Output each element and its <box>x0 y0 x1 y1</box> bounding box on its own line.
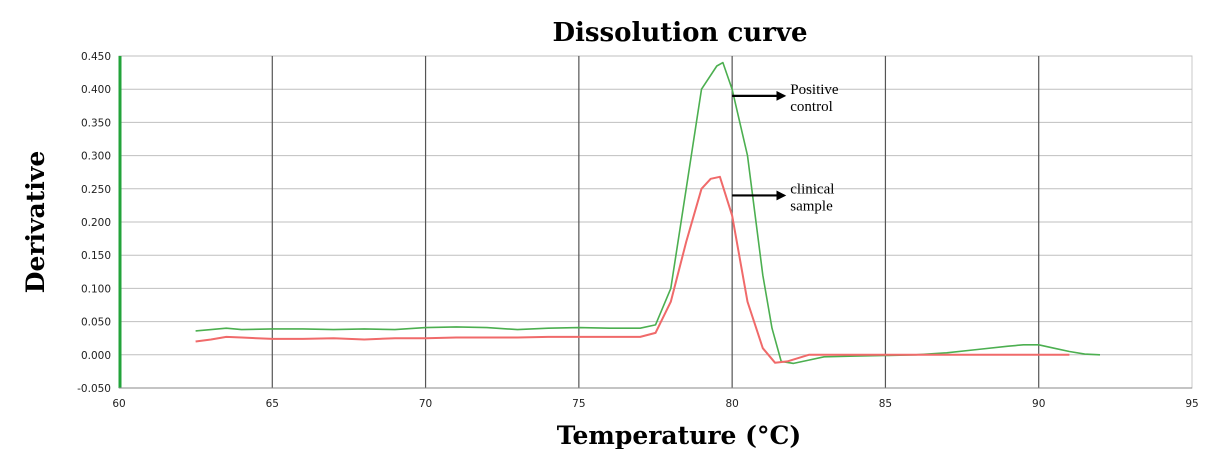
y-tick-label: -0.050 <box>77 383 111 395</box>
x-tick-label: 85 <box>879 398 892 410</box>
y-axis-label: Derivative <box>21 151 50 293</box>
x-tick-label: 60 <box>112 398 125 410</box>
grid <box>118 55 1193 389</box>
annotation-label: Positive <box>790 82 839 98</box>
y-tick-label: 0.250 <box>81 184 111 196</box>
x-axis-label: Temperature (°C) <box>557 421 801 449</box>
tick-labels: -0.050 0.000 0.050 0.100 0.150 0.200 0.250 0.30… <box>77 51 1199 410</box>
y-tick-label: 0.200 <box>81 217 111 229</box>
series-line-1 <box>195 61 1101 365</box>
x-tick-label: 65 <box>266 398 279 410</box>
x-tick-label: 70 <box>419 398 432 410</box>
series-lines <box>195 61 1101 365</box>
x-tick-label: 80 <box>725 398 738 410</box>
x-tick-label: 95 <box>1185 398 1198 410</box>
annotation-label: sample <box>790 198 833 214</box>
y-tick-label: 0.300 <box>81 151 111 163</box>
annotation-label: clinical <box>790 181 834 197</box>
x-tick-label: 75 <box>572 398 585 410</box>
y-tick-label: 0.400 <box>81 84 111 96</box>
x-tick-label: 90 <box>1032 398 1045 410</box>
y-tick-label: 0.100 <box>81 283 111 295</box>
y-tick-label: 0.350 <box>81 117 111 129</box>
chart-title: Dissolution curve <box>552 18 807 48</box>
annotation-label: control <box>790 99 833 115</box>
y-tick-label: 0.450 <box>81 51 111 63</box>
y-tick-label: 0.050 <box>81 317 111 329</box>
y-tick-label: 0.150 <box>81 250 111 262</box>
y-tick-label: 0.000 <box>81 350 111 362</box>
series-line-2 <box>195 175 1070 364</box>
